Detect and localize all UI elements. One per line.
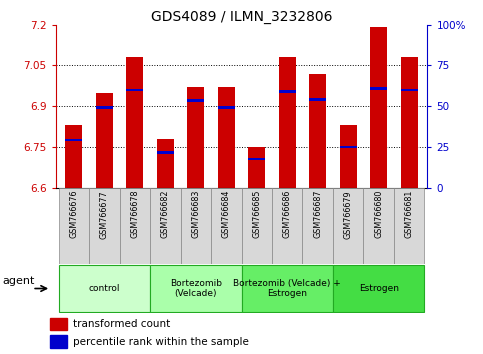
Text: control: control xyxy=(88,284,120,293)
Title: GDS4089 / ILMN_3232806: GDS4089 / ILMN_3232806 xyxy=(151,10,332,24)
Bar xyxy=(127,88,143,91)
Text: GSM766683: GSM766683 xyxy=(191,190,200,238)
Bar xyxy=(66,139,82,142)
Bar xyxy=(370,28,387,188)
Bar xyxy=(363,188,394,264)
Bar xyxy=(66,125,82,188)
Bar xyxy=(242,188,272,264)
Text: agent: agent xyxy=(3,276,35,286)
Bar xyxy=(394,188,425,264)
Bar xyxy=(272,188,302,264)
Text: GSM766676: GSM766676 xyxy=(70,190,78,238)
Bar xyxy=(120,188,150,264)
Bar xyxy=(157,151,174,154)
Bar xyxy=(150,188,181,264)
Bar xyxy=(187,87,204,188)
Text: Estrogen: Estrogen xyxy=(359,284,398,293)
Bar xyxy=(401,57,417,188)
Text: GSM766679: GSM766679 xyxy=(344,190,353,239)
Bar xyxy=(157,139,174,188)
Bar xyxy=(242,265,333,312)
Bar xyxy=(96,93,113,188)
Text: GSM766681: GSM766681 xyxy=(405,190,413,238)
Bar xyxy=(89,188,120,264)
Bar xyxy=(58,188,89,264)
Text: GSM766680: GSM766680 xyxy=(374,190,383,238)
Bar xyxy=(150,265,242,312)
Bar xyxy=(340,145,356,148)
Bar xyxy=(340,125,356,188)
Bar xyxy=(50,318,67,330)
Bar xyxy=(370,87,387,90)
Bar xyxy=(333,188,363,264)
Bar xyxy=(302,188,333,264)
Bar xyxy=(309,74,326,188)
Text: Bortezomib
(Velcade): Bortezomib (Velcade) xyxy=(170,279,222,298)
Bar xyxy=(127,57,143,188)
Text: GSM766685: GSM766685 xyxy=(252,190,261,238)
Bar xyxy=(181,188,211,264)
Bar xyxy=(333,265,425,312)
Text: GSM766677: GSM766677 xyxy=(100,190,109,239)
Bar xyxy=(248,147,265,188)
Bar xyxy=(279,90,296,93)
Text: GSM766678: GSM766678 xyxy=(130,190,139,238)
Bar xyxy=(401,88,417,91)
Text: Bortezomib (Velcade) +
Estrogen: Bortezomib (Velcade) + Estrogen xyxy=(233,279,341,298)
Text: GSM766684: GSM766684 xyxy=(222,190,231,238)
Text: GSM766682: GSM766682 xyxy=(161,190,170,238)
Bar xyxy=(218,106,235,109)
Bar xyxy=(211,188,242,264)
Text: GSM766687: GSM766687 xyxy=(313,190,322,238)
Bar xyxy=(50,335,67,348)
Text: transformed count: transformed count xyxy=(72,319,170,329)
Text: percentile rank within the sample: percentile rank within the sample xyxy=(72,337,248,347)
Text: GSM766686: GSM766686 xyxy=(283,190,292,238)
Bar xyxy=(58,265,150,312)
Bar xyxy=(279,57,296,188)
Bar xyxy=(309,98,326,101)
Bar xyxy=(248,158,265,160)
Bar xyxy=(218,87,235,188)
Bar xyxy=(96,106,113,109)
Bar xyxy=(187,99,204,102)
